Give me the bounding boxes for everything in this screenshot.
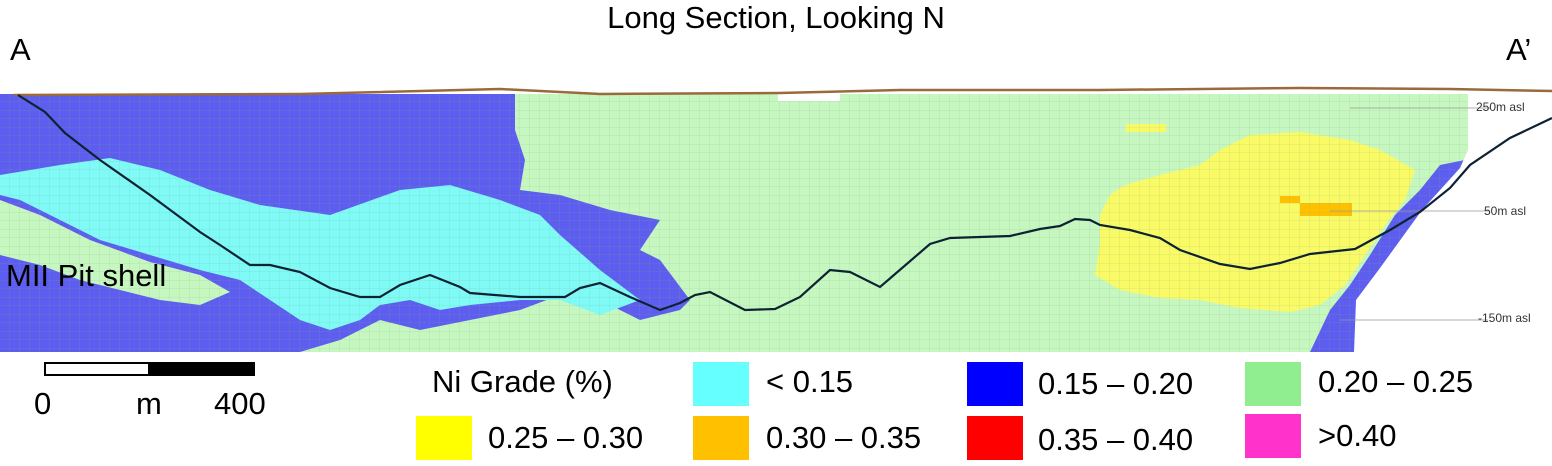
section-start-label: A — [10, 32, 31, 67]
elevation-lines — [1330, 107, 1490, 321]
legend-swatch-035-040 — [967, 416, 1023, 460]
scale-bar-end: 400 — [214, 386, 266, 421]
legend-title: Ni Grade (%) — [432, 364, 613, 399]
legend-swatch-gt040 — [1245, 414, 1301, 458]
elevation-label-bottom: -150m asl — [1478, 311, 1531, 325]
scale-bar-white-segment — [44, 362, 150, 376]
legend-swatch-020-025 — [1245, 362, 1301, 406]
scale-bar-black-segment — [150, 362, 255, 376]
legend-label-lt015: < 0.15 — [766, 364, 854, 399]
legend-label-015-020: 0.15 – 0.20 — [1038, 366, 1194, 401]
elevation-label-middle: 50m asl — [1484, 204, 1527, 218]
pit-shell-line — [17, 94, 1552, 312]
legend-label-030-035: 0.30 – 0.35 — [766, 420, 922, 455]
surface-gap — [778, 94, 840, 101]
elevation-label-top: 250m asl — [1476, 100, 1525, 114]
legend-label-gt040: >0.40 — [1318, 418, 1397, 453]
section-end-label: A’ — [1506, 32, 1532, 67]
block-grid — [0, 94, 1468, 352]
block-model — [0, 94, 1468, 352]
legend-swatch-015-020 — [967, 362, 1023, 406]
legend-label-020-025: 0.20 – 0.25 — [1318, 364, 1474, 399]
scale-bar-unit: m — [136, 386, 162, 421]
legend-swatch-030-035 — [693, 416, 749, 460]
legend-swatch-025-030 — [416, 416, 472, 460]
pit-shell-label: MII Pit shell — [6, 258, 167, 293]
scale-bar-start: 0 — [34, 386, 52, 421]
legend-label-035-040: 0.35 – 0.40 — [1038, 422, 1194, 457]
legend-swatch-lt015 — [693, 362, 749, 406]
legend-label-025-030: 0.25 – 0.30 — [488, 420, 644, 455]
topography-line — [13, 86, 1552, 97]
page-title: Long Section, Looking N — [607, 0, 945, 35]
